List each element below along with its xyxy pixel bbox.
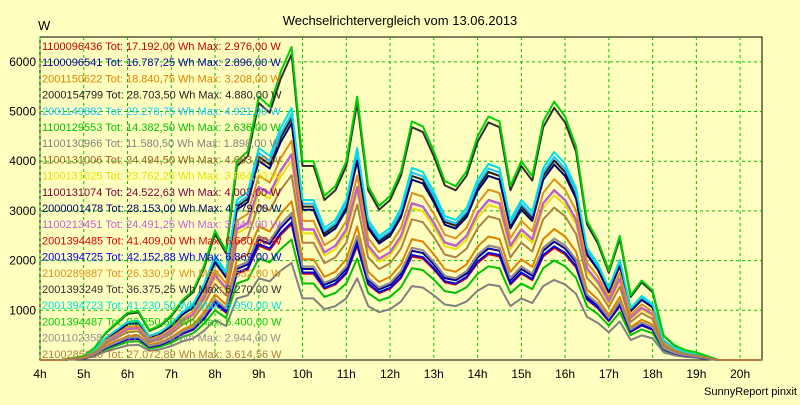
- y-tick-label: 3000: [9, 204, 36, 218]
- y-tick-label: 4000: [9, 154, 36, 168]
- x-tick-label: 7h: [165, 367, 178, 381]
- x-tick-label: 5h: [77, 367, 90, 381]
- legend-entry: 2000154799 Tot: 28.703,50 Wh Max: 4.880,…: [42, 90, 282, 102]
- legend-entry: 1100131025 Tot: 23.762,25 Wh Max: 3.864,…: [42, 171, 281, 183]
- x-tick-label: 9h: [252, 367, 265, 381]
- x-tick-label: 4h: [33, 367, 46, 381]
- x-tick-label: 13h: [424, 367, 444, 381]
- series-line-11: [40, 153, 762, 361]
- series-line-5: [40, 238, 762, 361]
- legend-entry: 1100129553 Tot: 14.382,50 Wh Max: 2.636,…: [42, 122, 281, 134]
- series-line-13: [40, 221, 762, 361]
- legend-entry: 2100289887 Tot: 26.330,97 Wh Max: 4.632,…: [42, 268, 282, 280]
- series-line-16: [40, 107, 762, 361]
- legend-entry: 2001393249 Tot: 36.375,25 Wh Max: 6.270,…: [42, 284, 282, 296]
- legend-entry: 1100213451 Tot: 24.491,25 Wh Max: 3.942,…: [42, 219, 281, 231]
- y-tick-label: 5000: [9, 105, 36, 119]
- legend-entry: 2001394725 Tot: 42.152,88 Wh Max: 6.869,…: [42, 252, 282, 264]
- legend-entry: 2001149882 Tot: 29.278,75 Wh Max: 4.921,…: [42, 106, 281, 118]
- footer-credit: SunnyReport pinxit: [704, 386, 797, 398]
- x-tick-label: 17h: [599, 367, 619, 381]
- x-tick-label: 10h: [293, 367, 313, 381]
- x-tick-label: 15h: [511, 367, 531, 381]
- legend-entry: 1100131074 Tot: 24.522,63 Wh Max: 4.003,…: [42, 187, 281, 199]
- x-tick-label: 11h: [337, 367, 356, 381]
- legend-entry: 2000001478 Tot: 28.153,00 Wh Max: 4.779,…: [42, 203, 282, 215]
- x-tick-label: 8h: [208, 367, 221, 381]
- x-tick-label: 16h: [555, 367, 575, 381]
- legend-entry: 2001394485 Tot: 41.409,00 Wh Max: 6.680,…: [42, 235, 282, 247]
- legend-entry: 2100285620 Tot: 27.072,89 Wh Max: 3.614,…: [42, 349, 282, 361]
- y-tick-label: 2000: [9, 254, 36, 268]
- x-tick-label: 19h: [686, 367, 706, 381]
- series-line-19: [40, 174, 762, 361]
- series-line-6: [40, 262, 762, 361]
- x-tick-label: 18h: [643, 367, 663, 381]
- series-line-14: [40, 139, 762, 361]
- legend: 1100096436 Tot: 17.192,00 Wh Max: 2.976,…: [42, 41, 282, 361]
- series-line-2: [40, 200, 762, 361]
- legend-entry: 2001394487 Tot: 36.250,50 Wh Max: 6.400,…: [42, 316, 282, 328]
- y-axis-label: W: [38, 18, 51, 33]
- legend-entry: 1100096541 Tot: 16.787,25 Wh Max: 2.896,…: [42, 57, 281, 69]
- y-tick-label: 1000: [9, 303, 36, 317]
- legend-entry: 1100130966 Tot: 11.580,50 Wh Max: 1.898,…: [42, 138, 281, 150]
- x-axis-ticks: 4h 5h 6h 7h 8h 9h 10h 11h 12h 13h 14h 15h 16h 17h 18h 1…: [33, 367, 750, 381]
- x-tick-label: 12h: [380, 367, 400, 381]
- legend-entry: 1100096436 Tot: 17.192,00 Wh Max: 2.976,…: [42, 41, 281, 53]
- x-tick-label: 14h: [468, 367, 488, 381]
- legend-entry: 2001150622 Tot: 18.840,75 Wh Max: 3.208,…: [42, 73, 281, 85]
- series-lines: [40, 45, 762, 361]
- y-tick-label: 6000: [9, 55, 36, 69]
- chart-title: Wechselrichtervergleich vom 13.06.2013: [283, 13, 518, 28]
- y-axis-ticks: 1000 2000 3000 4000 5000 6000: [9, 55, 36, 317]
- x-tick-label: 20h: [730, 367, 750, 381]
- legend-entry: 2001102358 Tot: 17.342,50 Wh Max: 2.944,…: [42, 333, 281, 345]
- plot-area: [39, 36, 763, 361]
- series-line-18: [40, 211, 762, 361]
- x-tick-label: 6h: [121, 367, 134, 381]
- series-line-17: [40, 45, 762, 361]
- legend-entry: 2001394723 Tot: 41.230,50 Wh Max: 6.950,…: [42, 300, 282, 312]
- legend-entry: 1100131006 Tot: 24.494,50 Wh Max: 4.663,…: [42, 154, 281, 166]
- series-line-10: [40, 122, 762, 361]
